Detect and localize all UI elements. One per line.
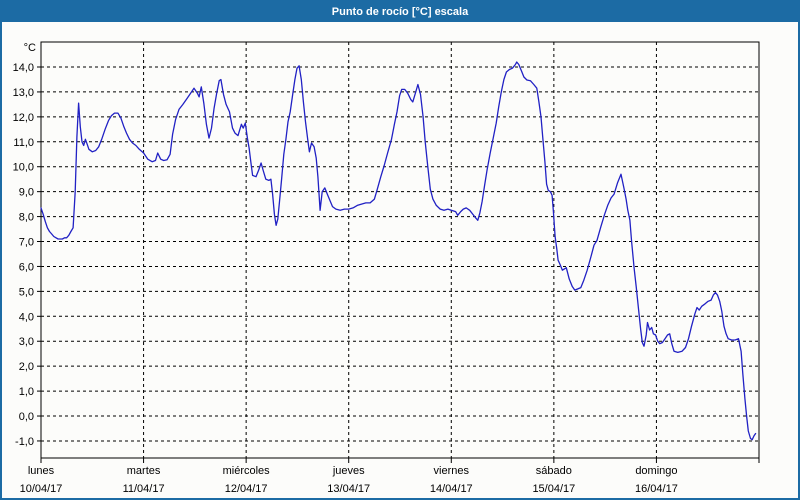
y-tick-label: 3,0 — [19, 336, 34, 348]
x-day-date-label: 12/04/17 — [225, 483, 268, 495]
y-tick-label: 9,0 — [19, 187, 34, 199]
y-tick-label: 11,0 — [13, 137, 34, 149]
y-tick-label: 4,0 — [19, 311, 34, 323]
x-day-name-label: sábado — [536, 465, 572, 477]
chart-area: 14,0 13,0 12,0 11,0 10,0 9,0 8,0 7,0 6,0 5,0 4,0 3,… — [2, 22, 798, 498]
x-day-date-label: 14/04/17 — [430, 483, 473, 495]
y-tick-label: 0,0 — [19, 411, 34, 423]
x-day-date-label: 15/04/17 — [532, 483, 575, 495]
y-tick-label: 8,0 — [19, 212, 34, 224]
y-tick-label: 13,0 — [13, 87, 34, 99]
y-axis-unit-label: °C — [24, 42, 36, 54]
dew-point-series-line — [40, 61, 757, 441]
window-titlebar[interactable]: Punto de rocío [°C] escala — [2, 2, 798, 22]
y-tick-label: 5,0 — [19, 286, 34, 298]
x-day-name-label: domingo — [635, 465, 677, 477]
y-tick-label: 12,0 — [13, 112, 34, 124]
x-axis-labels: lunes 10/04/17 martes 11/04/17 miércoles 12/0… — [20, 458, 760, 495]
x-day-name-label: jueves — [332, 465, 365, 477]
y-axis-tick-labels: 14,0 13,0 12,0 11,0 10,0 9,0 8,0 7,0 6,0 5,0 4,0 3,… — [13, 62, 41, 448]
dew-point-chart-svg: 14,0 13,0 12,0 11,0 10,0 9,0 8,0 7,0 6,0 5,0 4,0 3,… — [13, 41, 760, 495]
x-day-date-label: 11/04/17 — [123, 483, 165, 495]
gridlines — [41, 42, 759, 458]
x-day-name-label: martes — [127, 465, 161, 477]
y-tick-label: 10,0 — [13, 162, 34, 174]
y-tick-label: -1,0 — [15, 436, 34, 448]
x-day-date-label: 10/04/17 — [20, 483, 63, 495]
y-tick-label: 1,0 — [19, 386, 34, 398]
plot-frame — [40, 41, 760, 459]
y-tick-label: 2,0 — [19, 361, 34, 373]
y-tick-label: 14,0 — [13, 62, 34, 74]
x-day-date-label: 13/04/17 — [327, 483, 370, 495]
y-tick-label: 6,0 — [19, 261, 34, 273]
x-day-name-label: miércoles — [223, 465, 271, 477]
x-day-name-label: lunes — [28, 465, 55, 477]
window-title: Punto de rocío [°C] escala — [331, 6, 469, 18]
y-tick-label: 7,0 — [19, 237, 34, 249]
x-day-date-label: 16/04/17 — [635, 483, 678, 495]
x-day-name-label: viernes — [434, 465, 470, 477]
